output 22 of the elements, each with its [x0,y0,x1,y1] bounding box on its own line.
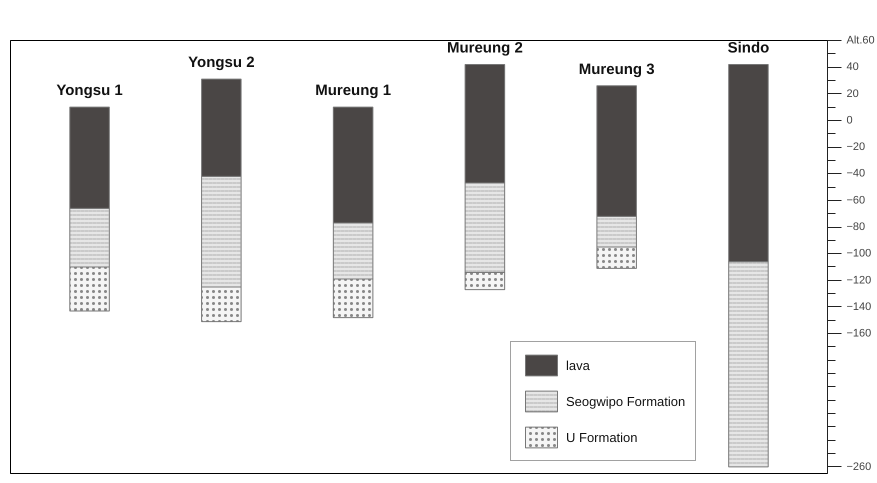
y-tick-label: −140 [846,300,872,313]
legend-label: lava [566,358,590,372]
y-tick-label: Alt.60 [846,34,875,46]
y-tick-label: 40 [846,61,859,74]
legend-label: Seogwipo Formation [566,394,686,408]
y-tick-label: −40 [846,168,866,180]
y-tick-label: −160 [846,328,872,340]
y-tick-label: 20 [846,88,859,100]
y-tick-label: −120 [846,274,872,286]
y-tick-label: −100 [846,248,872,260]
x-tick-label: Mureung 2 [446,39,523,56]
x-tick-label: Yongsu 1 [56,82,123,100]
y-tick-label: −80 [846,221,866,234]
x-tick-label: Yongsu 2 [188,54,255,72]
x-tick-label: Mureung 1 [315,82,392,100]
y-tick-label: 0 [846,114,853,126]
y-tick-label: −20 [846,141,866,154]
legend-label: U Formation [566,430,638,444]
x-tick-label: Mureung 3 [578,60,655,78]
y-tick-label: −260 [846,460,872,473]
x-tick-label: Sindo [728,39,770,56]
y-tick-label: −60 [846,194,866,206]
